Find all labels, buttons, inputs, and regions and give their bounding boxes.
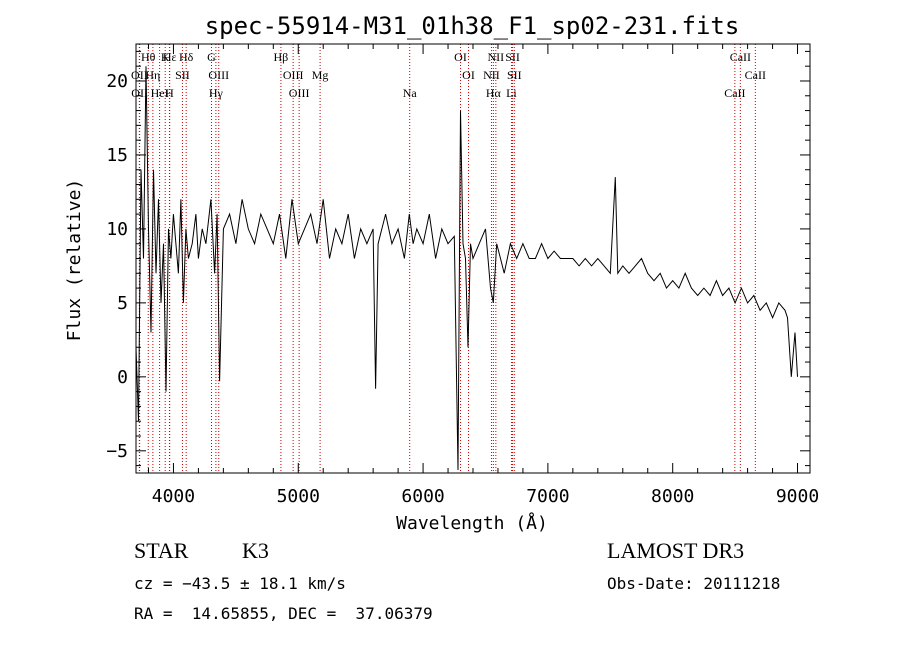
marker-label: OIII [289, 86, 310, 100]
marker-label: Na [403, 86, 418, 100]
class-label: STAR [134, 538, 189, 563]
y-axis-label: Flux (relative) [64, 179, 85, 342]
marker-label: Hβ [274, 50, 289, 64]
y-tick-label: 15 [106, 145, 128, 166]
marker-labels: HεOIIOIIHθHηHeIKSIIHHδOIIIHγGOIIIOIIIHβM… [131, 50, 766, 100]
y-axis: −5 0 5 10 15 20 [106, 50, 810, 467]
marker-label: CaII [745, 68, 766, 82]
marker-label: HeI [151, 86, 169, 100]
x-axis: 4000 5000 6000 7000 8000 9000 [147, 44, 819, 507]
x-tick-label: 6000 [401, 486, 444, 507]
x-tick-label: 9000 [776, 486, 819, 507]
y-tick-label: 20 [106, 71, 128, 92]
marker-label: OIII [208, 68, 229, 82]
marker-label: Hθ [141, 50, 156, 64]
marker-label: NII [483, 68, 500, 82]
marker-label: OII [131, 86, 148, 100]
marker-label: OI [454, 50, 467, 64]
marker-label: OI [462, 68, 475, 82]
obs-date-text: Obs-Date: 20111218 [607, 574, 781, 593]
radec-text: RA = 14.65855, DEC = 37.06379 [134, 604, 433, 623]
survey-label: LAMOST DR3 [607, 538, 745, 563]
marker-label: Hη [145, 68, 160, 82]
marker-label: Mg [312, 68, 329, 82]
redshift-text: cz = −43.5 ± 18.1 km/s [134, 574, 346, 593]
marker-label: OIII [283, 68, 304, 82]
marker-label: H [165, 86, 174, 100]
marker-label: Hδ [179, 50, 194, 64]
chart-title: spec-55914-M31_01h38_F1_sp02-231.fits [205, 12, 740, 40]
x-tick-label: 5000 [277, 486, 320, 507]
marker-label: Hα [486, 86, 502, 100]
marker-label: NII [488, 50, 505, 64]
y-tick-label: −5 [106, 441, 128, 462]
marker-label: CaII [730, 50, 751, 64]
marker-label: CaII [724, 86, 745, 100]
marker-label: SII [505, 50, 520, 64]
marker-label: SII [175, 68, 190, 82]
x-axis-label: Wavelength (Å) [396, 512, 548, 534]
marker-label: K [161, 50, 170, 64]
x-tick-label: 7000 [526, 486, 569, 507]
marker-lines [138, 44, 756, 473]
marker-label: Hγ [209, 86, 224, 100]
marker-label: SII [507, 68, 522, 82]
marker-label: Li [506, 86, 517, 100]
subclass-label: K3 [242, 538, 269, 563]
y-tick-label: 0 [117, 367, 128, 388]
y-tick-label: 10 [106, 219, 128, 240]
x-tick-label: 4000 [152, 486, 195, 507]
x-tick-label: 8000 [651, 486, 694, 507]
y-tick-label: 5 [117, 293, 128, 314]
marker-label: OII [131, 68, 148, 82]
spectrum-line [135, 66, 798, 471]
marker-label: G [207, 50, 216, 64]
